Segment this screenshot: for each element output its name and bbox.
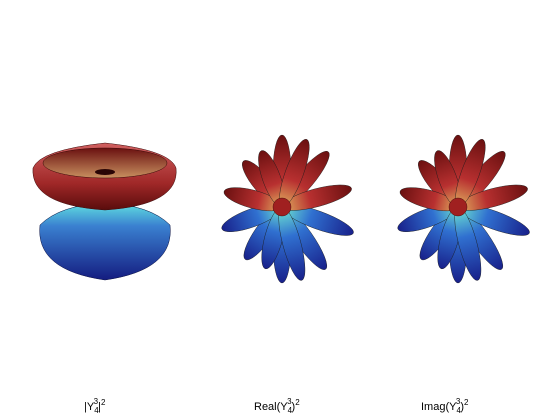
panel-3-surface — [397, 134, 530, 284]
panel-label: Real(Y43)2 — [254, 397, 300, 415]
labels: |Y43|2 Real(Y43)2 Imag(Y43)2 — [84, 397, 469, 415]
panel-2-surface — [221, 134, 354, 284]
panel-label: |Y43|2 — [84, 397, 106, 415]
label-suffix: ) — [292, 401, 296, 413]
label-subscript: 4 — [94, 406, 99, 415]
label-suffix: | — [98, 401, 101, 413]
label-prefix: Real(Y — [254, 401, 288, 413]
label-suffix: ) — [460, 401, 464, 413]
label-prefix: |Y — [84, 401, 95, 413]
label-prefix: Imag(Y — [421, 401, 457, 413]
label-superscript: 3 — [287, 397, 292, 406]
label-power: 2 — [101, 398, 106, 407]
panel-1-surface — [32, 142, 177, 281]
label-power: 2 — [295, 398, 300, 407]
panel-label: Imag(Y43)2 — [421, 397, 469, 415]
label-power: 2 — [464, 398, 469, 407]
label-superscript: 3 — [456, 397, 461, 406]
label-superscript: 3 — [94, 397, 99, 406]
center-lobe — [448, 197, 468, 217]
center-lobe — [272, 197, 292, 217]
label-subscript: 4 — [456, 406, 461, 415]
label-subscript: 4 — [288, 406, 293, 415]
